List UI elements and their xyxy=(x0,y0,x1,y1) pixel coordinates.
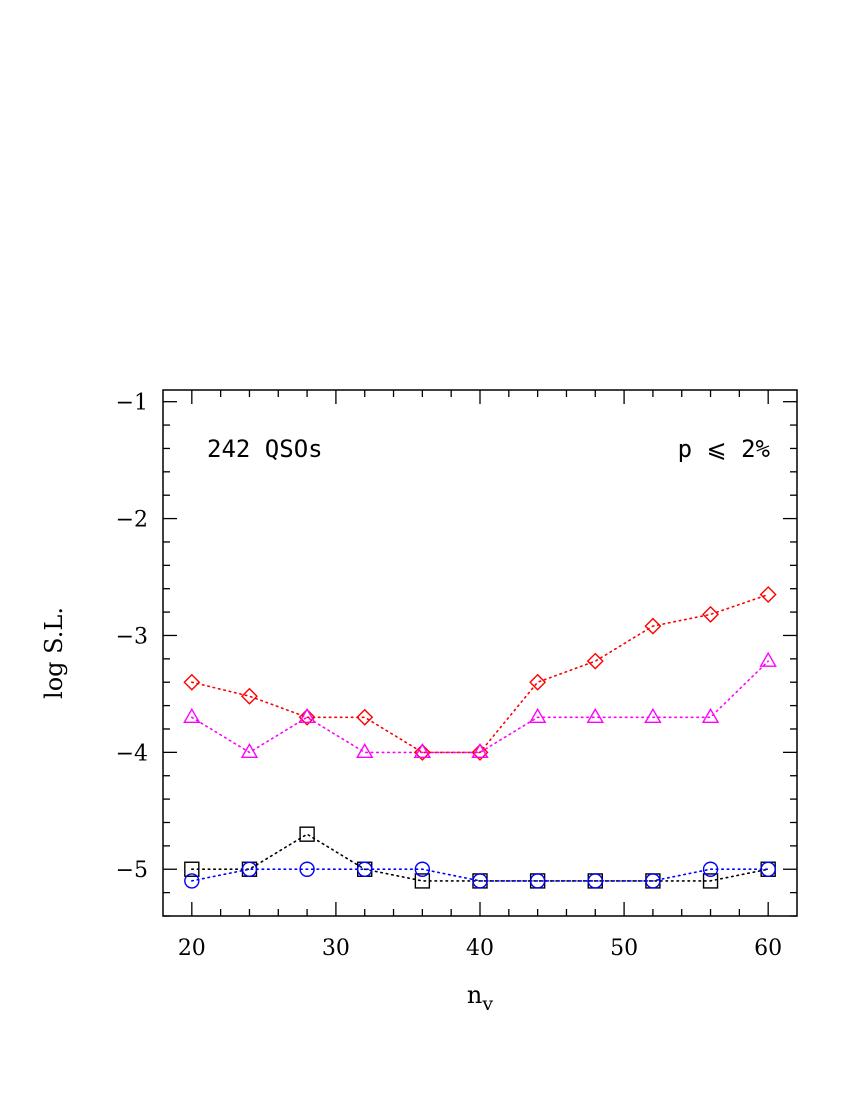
data-point-circle xyxy=(702,861,719,877)
data-point-circle xyxy=(184,873,200,889)
data-point-diamond xyxy=(702,605,720,623)
series-line-circle xyxy=(191,868,770,882)
data-point-diamond xyxy=(413,743,431,761)
x-tick-label: 20 xyxy=(178,936,206,961)
x-tick-label: 50 xyxy=(610,936,638,961)
data-point-triangle xyxy=(413,742,432,759)
y-tick-label: −2 xyxy=(116,508,148,533)
data-point-square xyxy=(414,873,431,889)
data-point-circle xyxy=(414,861,431,877)
plot-frame xyxy=(162,389,798,917)
data-markers xyxy=(183,586,777,889)
y-tick-label: −5 xyxy=(116,858,148,883)
annotation-p-threshold: p ⩽ 2% xyxy=(678,435,771,463)
x-axis-title-subscript: v xyxy=(481,993,493,1015)
data-point-triangle xyxy=(471,742,489,759)
tick-labels: 20 30 40 50 60 −1 −2 −3 −4 −5 xyxy=(116,391,783,961)
data-point-circle xyxy=(587,873,603,889)
data-point-diamond xyxy=(529,673,547,691)
data-point-diamond xyxy=(471,743,489,761)
data-point-triangle xyxy=(183,707,201,723)
data-point-circle xyxy=(241,861,258,877)
x-axis-title-base: n xyxy=(467,981,482,1009)
data-point-square xyxy=(184,861,200,877)
annotation-qso-count: 242 QSOs xyxy=(207,435,323,463)
data-point-diamond xyxy=(586,652,604,670)
axis-ticks xyxy=(163,390,797,917)
data-point-square xyxy=(702,873,719,889)
series-line-square xyxy=(191,833,770,882)
data-point-diamond xyxy=(183,673,201,691)
data-point-circle xyxy=(299,861,315,877)
data-point-triangle xyxy=(298,707,316,723)
data-point-circle xyxy=(472,873,488,889)
y-axis-title: log S.L. xyxy=(40,607,68,699)
data-point-circle xyxy=(357,861,373,877)
data-point-diamond xyxy=(644,617,662,635)
data-point-circle xyxy=(760,861,776,877)
x-tick-label: 40 xyxy=(466,936,494,961)
data-point-triangle xyxy=(528,707,547,723)
x-tick-label: 30 xyxy=(322,936,350,961)
x-tick-label: 60 xyxy=(754,936,782,961)
x-axis-title: nv xyxy=(467,981,493,1015)
data-point-triangle xyxy=(356,742,374,759)
data-point-circle xyxy=(529,873,546,889)
series-line-diamond xyxy=(191,593,770,754)
series-lines xyxy=(191,593,770,882)
y-tick-label: −1 xyxy=(116,391,148,416)
data-point-diamond xyxy=(356,708,374,726)
data-point-circle xyxy=(645,873,661,889)
data-point-diamond xyxy=(759,586,777,604)
data-point-triangle xyxy=(701,707,720,723)
data-point-triangle xyxy=(586,707,604,723)
data-point-diamond xyxy=(240,687,258,705)
y-tick-label: −3 xyxy=(116,624,148,649)
data-point-square xyxy=(299,826,315,842)
data-point-triangle xyxy=(240,742,259,759)
data-point-triangle xyxy=(644,707,662,723)
y-tick-label: −4 xyxy=(116,741,148,766)
data-point-diamond xyxy=(298,708,316,726)
data-point-triangle xyxy=(759,651,777,667)
